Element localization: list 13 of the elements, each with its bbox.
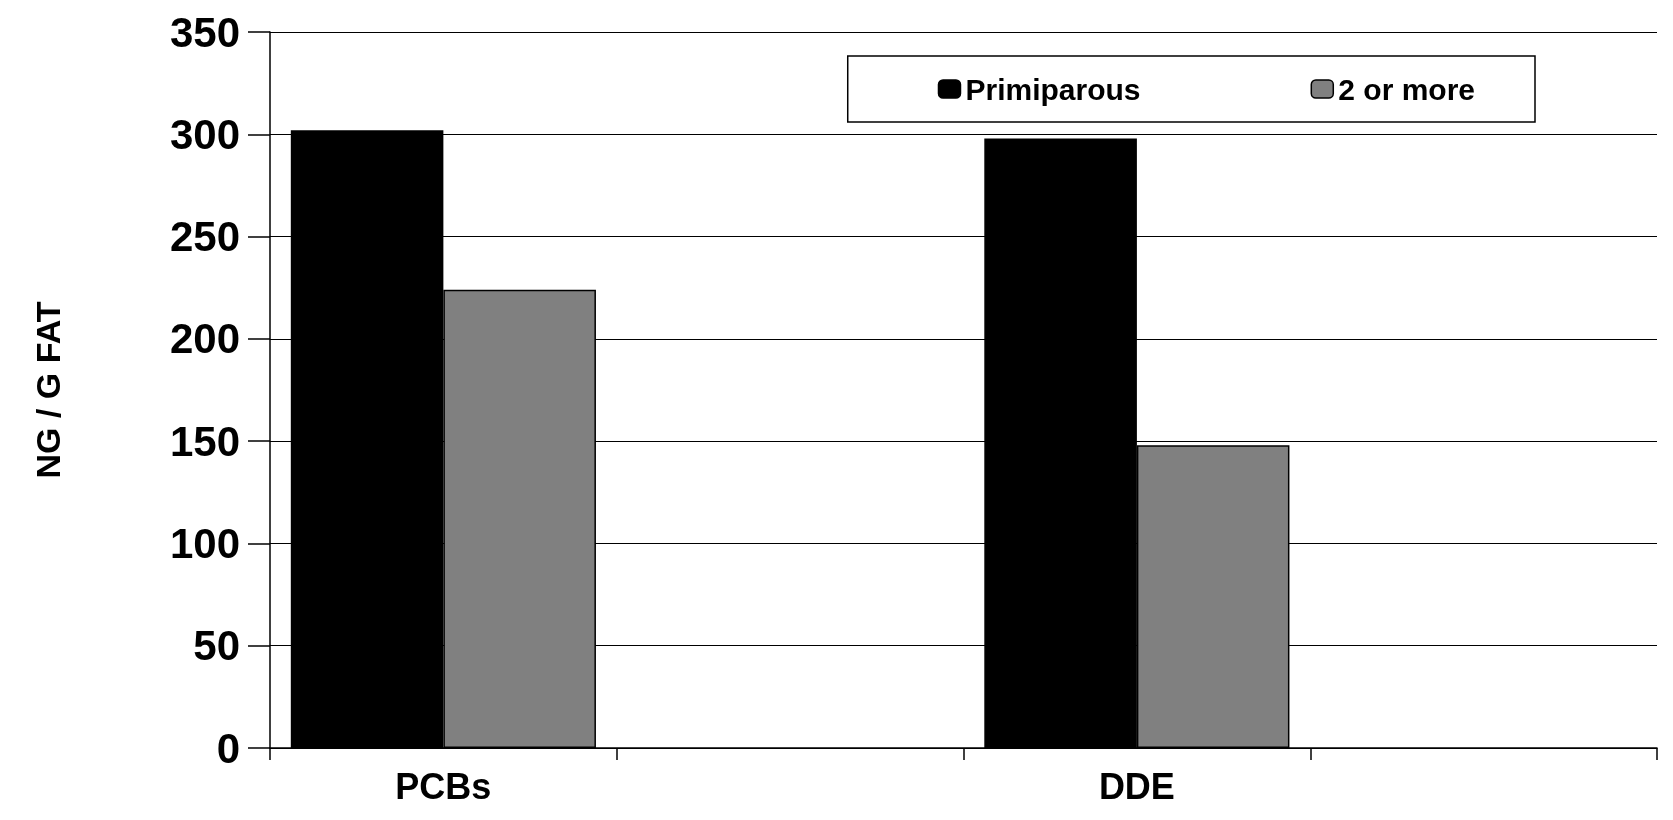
y-tick-label: 50	[193, 622, 240, 670]
y-tick-label: 350	[169, 8, 240, 56]
y-tick-label: 100	[169, 519, 240, 567]
y-tick-label: 0	[216, 724, 240, 772]
x-tick-label: PCBs	[395, 765, 492, 807]
legend-label: Primiparous	[965, 72, 1141, 106]
x-tick-label: DDE	[1098, 765, 1175, 807]
y-axis-title: NG / G FAT	[29, 301, 67, 479]
y-tick-label: 150	[169, 417, 240, 465]
y-tick-label: 300	[169, 110, 240, 158]
y-tick-label: 250	[169, 213, 240, 261]
legend-label: 2 or more	[1338, 72, 1475, 106]
y-tick-label: 200	[169, 315, 240, 363]
